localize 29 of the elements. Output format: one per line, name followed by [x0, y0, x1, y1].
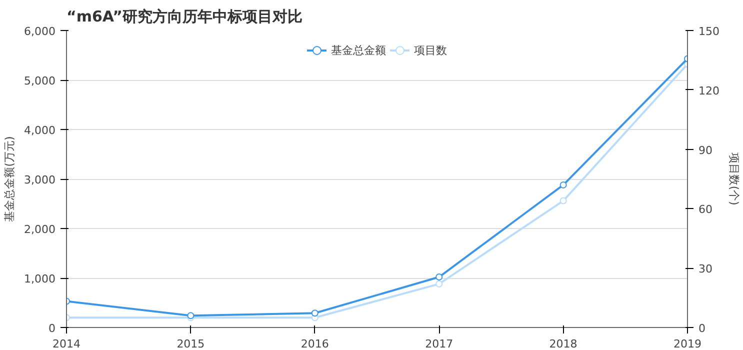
y-tick-label: 6,000 — [24, 25, 56, 38]
x-tick-label: 2015 — [176, 338, 205, 350]
y-tick-label: 2,000 — [24, 223, 56, 236]
point — [311, 310, 318, 317]
y2-tick-label: 30 — [698, 262, 712, 276]
y2-tick-label: 120 — [698, 84, 720, 98]
y-tick-label: 5,000 — [24, 74, 56, 88]
y-tick-label: 0 — [48, 322, 56, 335]
y-tick-label: 1,000 — [24, 272, 56, 286]
x-tick-label: 2017 — [425, 338, 454, 350]
point — [560, 181, 567, 188]
y-axis-title: 基金总金额(万元) — [3, 136, 16, 222]
point — [436, 280, 443, 288]
legend-label: 项目数 — [414, 42, 447, 58]
x-tick-label: 2014 — [52, 338, 81, 350]
y-tick-label: 3,000 — [24, 174, 56, 186]
y2-tick-label: 60 — [698, 203, 712, 216]
point — [560, 197, 567, 204]
legend-label: 基金总金额 — [331, 42, 386, 58]
y2-tick-label: 90 — [698, 144, 712, 157]
x-tick-label: 2019 — [674, 338, 702, 350]
y2-axis-title: 项目数(个) — [727, 152, 740, 206]
x-tick-label: 2016 — [300, 338, 329, 350]
chart-title: “m6A”研究方向历年中标项目对比 — [66, 8, 303, 26]
y2-tick-label: 150 — [698, 25, 720, 38]
y-tick-label: 4,000 — [24, 124, 56, 137]
x-tick-label: 2018 — [549, 338, 578, 350]
y2-tick-label: 0 — [698, 322, 706, 335]
point — [436, 274, 443, 281]
